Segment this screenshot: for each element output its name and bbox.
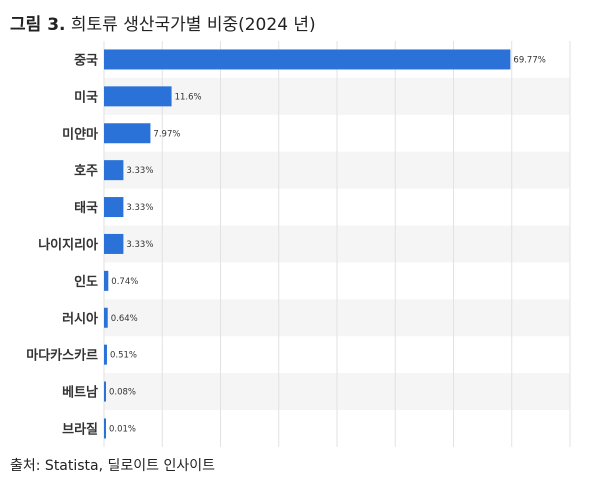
figure-title: 그림 3. 희토류 생산국가별 비중(2024 년) (10, 10, 316, 35)
bar (104, 344, 107, 365)
category-label: 인도 (74, 274, 98, 290)
value-label: 0.01% (109, 424, 136, 434)
source-note: 출처: Statista, 딜로이트 인사이트 (10, 458, 216, 474)
value-label: 3.33% (126, 203, 153, 213)
value-label: 0.74% (111, 277, 138, 287)
bar (104, 418, 106, 439)
category-label: 나이지리아 (38, 237, 98, 253)
bar (104, 381, 106, 402)
value-label: 0.64% (111, 314, 138, 324)
category-label: 태국 (74, 201, 98, 216)
category-label: 베트남 (62, 385, 98, 401)
value-labels: 69.77% 11.6% 7.97% 3.33% 3.33% 3.33% 0.74% 0.64… (109, 55, 546, 434)
category-label: 미국 (74, 89, 98, 105)
value-label: 3.33% (126, 166, 153, 176)
value-label: 69.77% (513, 55, 545, 65)
category-label: 러시아 (62, 311, 98, 327)
bar (104, 160, 124, 181)
bar (104, 233, 124, 254)
category-label: 마다카스카르 (26, 348, 98, 364)
bar (104, 123, 151, 144)
bar (104, 270, 109, 291)
category-label: 호주 (74, 164, 98, 179)
bar (104, 307, 108, 328)
bar (104, 49, 511, 70)
bar (104, 197, 124, 218)
figure-number: 그림 3. (10, 15, 66, 35)
value-label: 11.6% (175, 92, 202, 102)
value-label: 3.33% (126, 240, 153, 250)
category-label: 미얀마 (62, 126, 98, 142)
value-label: 0.08% (109, 388, 136, 398)
bars (104, 49, 511, 439)
category-label: 브라질 (62, 421, 98, 437)
figure-title-text: 희토류 생산국가별 비중(2024 년) (70, 15, 316, 35)
value-label: 7.97% (153, 129, 180, 139)
gridlines (103, 41, 571, 447)
bar (104, 86, 172, 107)
category-label: 중국 (74, 53, 98, 68)
value-label: 0.51% (110, 351, 137, 361)
